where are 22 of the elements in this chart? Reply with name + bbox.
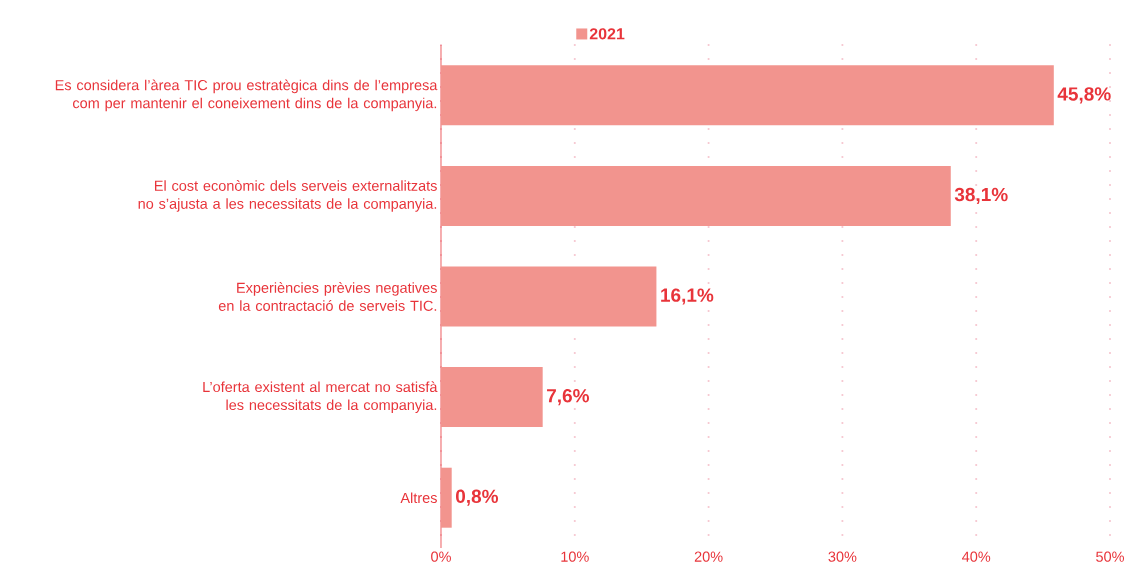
x-tick-label: 40% — [962, 551, 991, 562]
x-tick-label: 0% — [431, 551, 451, 562]
x-tick-label: 20% — [694, 551, 723, 562]
data-label: 7,6% — [547, 389, 590, 406]
data-label: 16,1% — [661, 288, 714, 305]
y-tick-label: Experiències prèvies negatives en la contractació de serveis TIC. — [218, 282, 437, 311]
bar — [441, 467, 452, 528]
bar — [441, 165, 951, 226]
data-label: 0,8% — [455, 489, 499, 506]
y-tick-label: Altres — [400, 492, 437, 504]
bar — [441, 65, 1054, 126]
data-label: 38,1% — [954, 187, 1008, 204]
y-tick-label: El cost econòmic dels serveis externalitzats no s’ajusta a les necessitats de la companyia. — [138, 180, 437, 212]
y-tick-label: Es considera l’àrea TIC prou estratègica dins de l’empresa com per mantenir el coneixement dins de la companyia. — [55, 79, 438, 112]
x-tick-label: 30% — [828, 551, 857, 562]
bar — [441, 266, 657, 327]
x-tick-label: 50% — [1096, 551, 1124, 562]
data-label: 45,8% — [1057, 87, 1111, 104]
legend-label: 2021 — [589, 28, 625, 40]
bar — [441, 367, 543, 428]
y-tick-label: L’oferta existent al mercat no satisfà les necessitats de la companyia. — [203, 381, 438, 413]
x-tick-label: 10% — [561, 551, 589, 562]
